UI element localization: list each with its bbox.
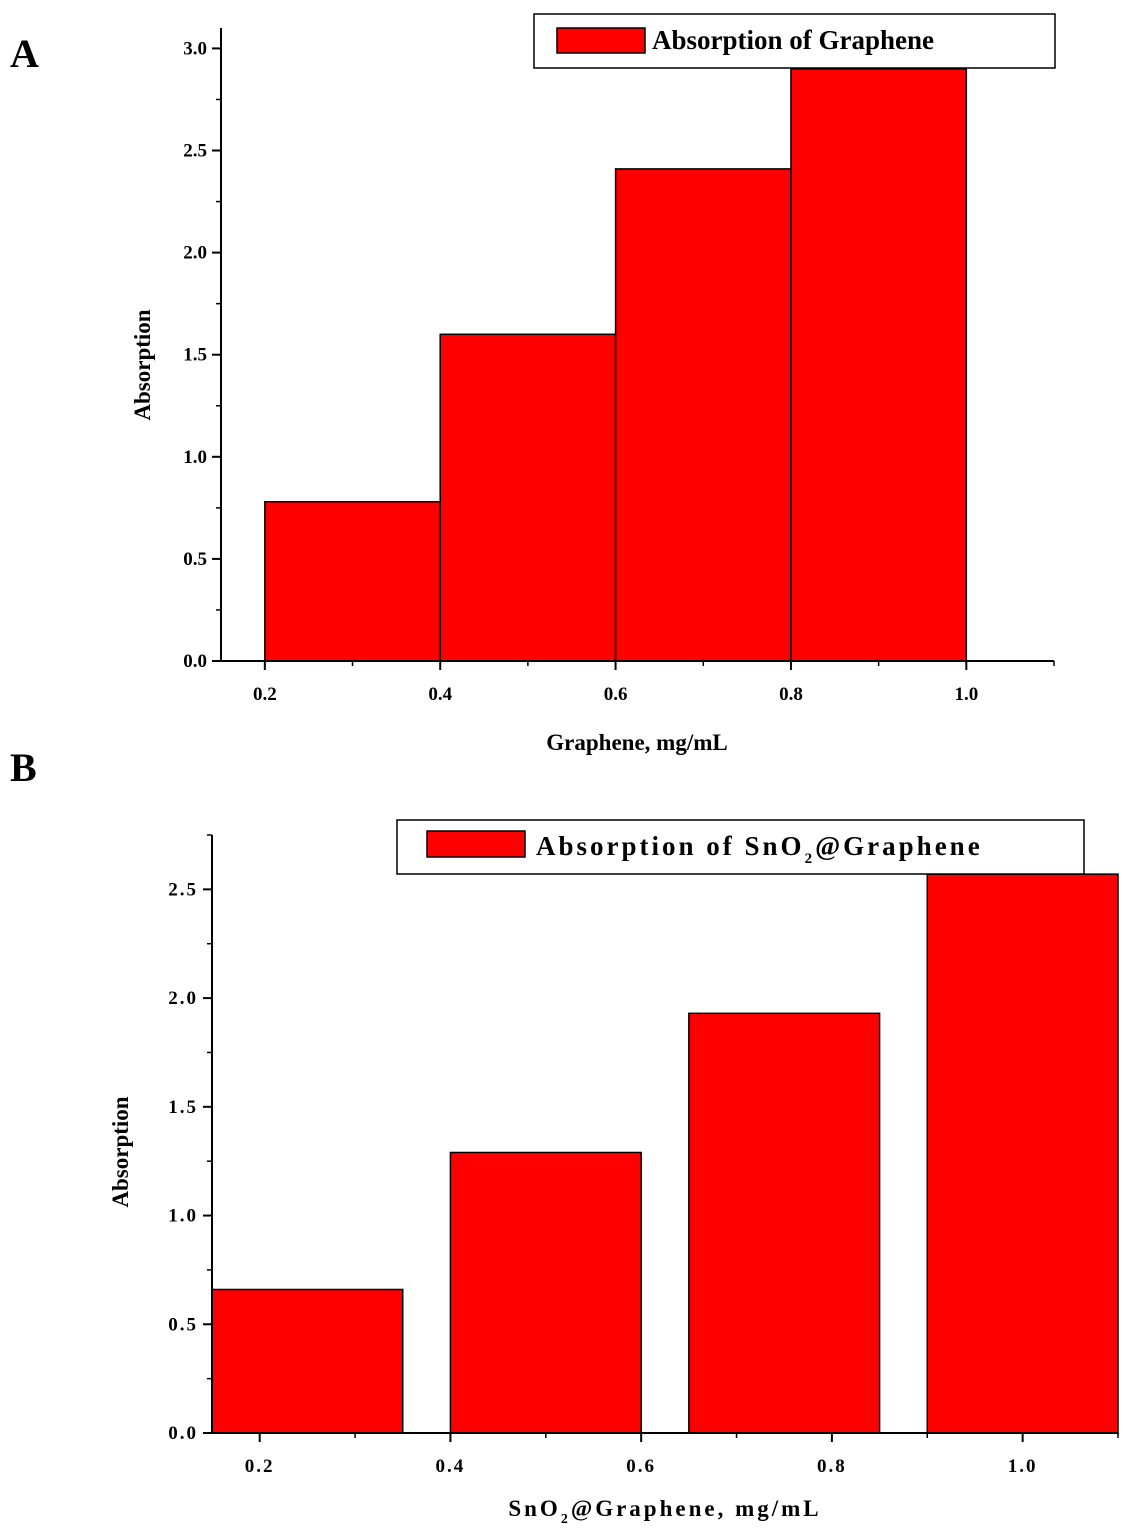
legend-swatch-a [556, 27, 646, 54]
x-axis-title-b: SnO2@Graphene, mg/mL [508, 1496, 821, 1527]
x-tick-label: 0.4 [436, 1456, 466, 1477]
y-axis-title-a: Absorption [130, 309, 155, 420]
x-axis-title-b-pre: SnO [508, 1496, 560, 1521]
bars-a [264, 68, 968, 662]
bar-a-1 [264, 500, 441, 662]
bar-b-3 [688, 1012, 881, 1434]
bar-a-3 [614, 168, 792, 662]
legend-label-b-sub: 2 [805, 851, 816, 867]
x-ticks-b: 0.2 0.4 0.6 0.8 1.0 [245, 1433, 1119, 1477]
legend-b: Absorption of SnO2@Graphene [396, 819, 1085, 875]
x-tick-label: 0.6 [604, 684, 628, 705]
y-tick-label: 1.5 [168, 1097, 198, 1118]
bar-b-4 [926, 873, 1119, 1434]
x-axis-title-a: Graphene, mg/mL [546, 730, 727, 755]
x-tick-label: 0.8 [779, 684, 803, 705]
x-tick-label: 0.4 [428, 684, 452, 705]
x-tick-label: 0.2 [245, 1456, 275, 1477]
x-axis-title-b-sub: 2 [561, 1512, 571, 1527]
x-axis-title-b-post: @Graphene, mg/mL [571, 1496, 822, 1522]
y-tick-label: 0.5 [183, 549, 207, 570]
bars-b [211, 873, 1119, 1434]
bar-a-2 [439, 333, 617, 662]
legend-a: Absorption of Graphene [533, 13, 1056, 69]
y-axis-title-b: Absorption [108, 1096, 133, 1207]
x-ticks-a: 0.2 0.4 0.6 0.8 1.0 [253, 661, 1055, 705]
x-tick-label: 1.0 [954, 684, 978, 705]
x-tick-label: 1.0 [1008, 1456, 1038, 1477]
panel-label-a: A [10, 31, 39, 76]
y-tick-label: 1.5 [183, 345, 207, 366]
y-ticks-a: 0.0 0.5 1.0 1.5 2.0 2.5 3.0 [183, 38, 221, 672]
y-tick-label: 2.5 [183, 141, 207, 162]
y-tick-label: 3.0 [183, 38, 207, 59]
bar-b-1 [211, 1288, 404, 1434]
panel-a-chart: A 0.00.51.01.52.02.53.0 0.2 0.4 0.6 0.8 1.0 … [10, 13, 1056, 755]
y-tick-label: 1.0 [168, 1206, 198, 1227]
y-ticks-b: 0.0 0.5 1.0 1.5 2.0 2.5 [168, 834, 212, 1444]
bar-a-4 [790, 68, 968, 662]
y-tick-label: 0.0 [183, 651, 207, 672]
bar-b-2 [449, 1151, 642, 1434]
legend-label-a: Absorption of Graphene [652, 25, 934, 55]
panel-label-b: B [10, 745, 37, 790]
panel-b-chart: B 0.0 0.5 1.0 1.5 2.0 2.5 0.2 0.4 0.6 0.8 1.0 Abs… [10, 745, 1119, 1527]
legend-label-b-post: @Graphene [815, 831, 983, 861]
x-tick-label: 0.2 [253, 684, 277, 705]
x-tick-label: 0.8 [817, 1456, 847, 1477]
y-tick-label: 2.0 [183, 243, 207, 264]
legend-swatch-b [426, 830, 526, 858]
y-tick-label: 2.0 [168, 988, 198, 1009]
y-tick-label: 0.5 [168, 1314, 198, 1335]
legend-label-b: Absorption of SnO2@Graphene [536, 831, 983, 867]
x-tick-label: 0.6 [626, 1456, 656, 1477]
y-tick-label: 2.5 [168, 879, 198, 900]
y-tick-label: 0.0 [168, 1423, 198, 1444]
legend-label-b-pre: Absorption of SnO [536, 831, 805, 861]
y-tick-label: 1.0 [183, 447, 207, 468]
